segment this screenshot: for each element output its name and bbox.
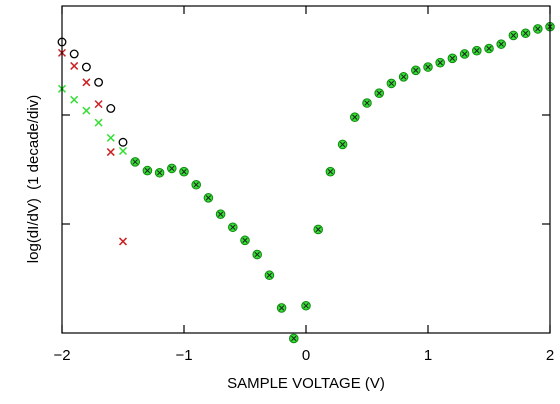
data-point xyxy=(106,104,116,113)
data-point xyxy=(325,166,336,177)
data-point xyxy=(240,235,250,246)
data-point xyxy=(411,65,421,76)
data-point xyxy=(203,193,214,203)
x-tick-label: 0 xyxy=(302,347,310,364)
data-point xyxy=(94,100,103,109)
data-point xyxy=(130,157,140,167)
data-point xyxy=(264,270,275,281)
data-point xyxy=(289,333,299,344)
data-point xyxy=(142,165,153,176)
y-axis-title: log(dI/dV) (1 decade/div) xyxy=(25,95,42,263)
data-point xyxy=(484,43,494,54)
data-point xyxy=(70,61,79,70)
data-point xyxy=(459,49,470,59)
data-point xyxy=(154,167,165,178)
x-axis-title: SAMPLE VOLTAGE (V) xyxy=(227,375,385,392)
series-filled-circle-cross xyxy=(130,21,555,344)
data-point xyxy=(496,39,507,49)
series-cross xyxy=(57,84,128,156)
data-point xyxy=(386,78,397,89)
data-point xyxy=(276,303,287,313)
plot-frame xyxy=(61,5,551,334)
data-point xyxy=(313,224,324,235)
data-point xyxy=(533,24,543,34)
data-point xyxy=(106,133,115,142)
series-cross xyxy=(57,48,128,246)
data-point xyxy=(301,300,311,311)
data-point xyxy=(82,78,91,87)
data-point xyxy=(362,98,372,108)
data-point xyxy=(118,137,128,147)
data-point xyxy=(447,53,458,64)
data-point xyxy=(179,166,189,177)
data-point xyxy=(350,112,360,122)
data-point xyxy=(81,62,91,72)
data-point xyxy=(423,62,433,72)
data-point xyxy=(435,57,446,68)
data-point xyxy=(398,72,409,82)
x-tick-label: 1 xyxy=(424,347,432,364)
data-point xyxy=(374,88,385,98)
data-point xyxy=(508,30,519,41)
data-point xyxy=(118,237,128,246)
data-point xyxy=(337,139,348,150)
data-point xyxy=(215,209,226,219)
x-tick-label: −2 xyxy=(53,347,70,364)
data-point xyxy=(472,45,482,56)
series-open-circle xyxy=(57,37,128,147)
data-point xyxy=(228,222,238,233)
data-point xyxy=(94,77,104,87)
data-point xyxy=(520,28,531,39)
data-point xyxy=(69,49,79,59)
data-point xyxy=(191,179,201,190)
data-point xyxy=(70,95,79,104)
x-tick-label: −1 xyxy=(175,347,192,364)
data-point xyxy=(167,163,177,174)
data-point xyxy=(82,106,91,115)
data-point xyxy=(252,249,263,260)
x-tick-label: 2 xyxy=(546,347,554,364)
data-point xyxy=(106,148,115,157)
data-point xyxy=(94,118,103,127)
data-point xyxy=(118,146,128,156)
